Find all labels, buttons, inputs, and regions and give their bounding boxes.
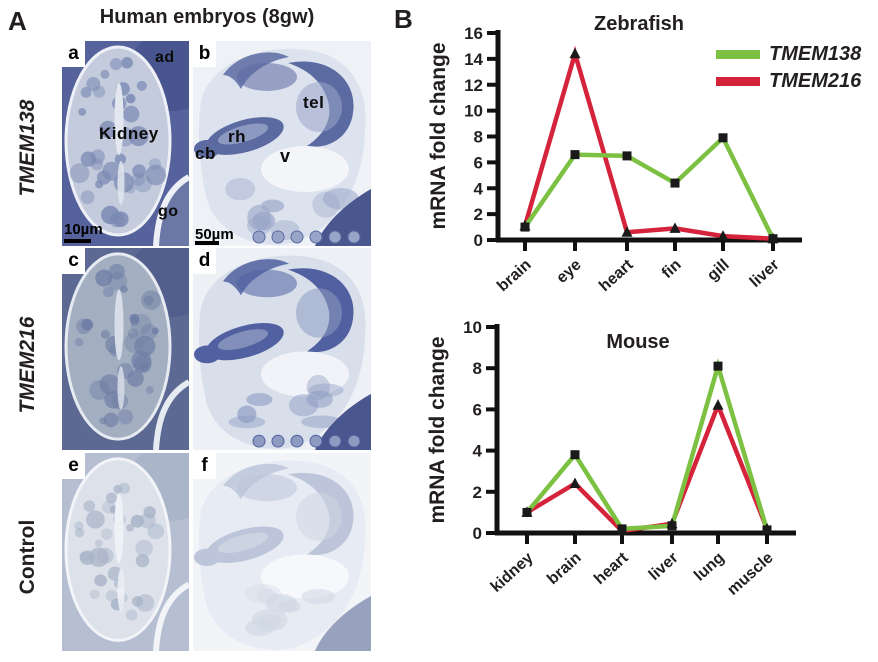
marker-triangle [616,524,628,536]
legend-item-tmem138: TMEM138 [716,41,861,68]
row-label-control: Control [16,519,39,595]
y-tick-label: 14 [464,50,483,69]
row-label-tmem138: TMEM138 [16,99,39,197]
legend-label-tmem216: TMEM216 [769,70,862,92]
annotation-rh: rh [228,127,246,146]
x-tick-label: heart [596,256,637,295]
head-section-image [193,453,371,651]
scale-bar [195,241,219,245]
micrograph-head-control: f [193,453,371,651]
marker-triangle [666,517,678,529]
kidney-section-image [62,453,189,651]
micrograph-letter: b [193,41,216,67]
head-section-image [193,248,371,450]
marker-triangle [717,230,729,241]
y-tick-label: 6 [473,400,482,419]
annotation-v: v [280,146,291,166]
marker-square [622,151,632,161]
micrograph-head-tmem138: b tel rh cb v 50µm [193,41,371,246]
micrograph-kidney-tmem216: c [62,248,189,450]
x-tick-label: kidney [488,549,537,596]
row-label-tmem216: TMEM216 [16,316,39,414]
marker-triangle [669,222,681,233]
micrograph-letter: c [62,248,85,274]
y-tick-label: 0 [473,524,482,543]
y-tick-label: 16 [464,24,483,43]
kidney-section-image [62,248,189,450]
scale-bar-label: 10µm [64,221,103,238]
micrograph-head-tmem216: d [193,248,371,450]
x-tick-label: muscle [724,549,776,599]
kidney-section-image [62,41,189,246]
marker-triangle [519,219,531,231]
legend-swatch-tmem138 [716,50,760,59]
chart-title: Mouse [606,331,669,353]
legend-item-tmem216: TMEM216 [716,68,861,95]
marker-square [713,361,723,371]
y-tick-label: 4 [473,442,483,461]
y-tick-label: 12 [464,76,483,95]
x-tick-label: liver [747,256,783,291]
annotation-ad: ad [155,49,175,66]
scale-bar-label: 50µm [195,226,234,243]
chart-title: Zebrafish [594,14,684,35]
x-tick-label: eye [553,256,584,287]
y-tick-label: 2 [474,205,483,224]
panel-b-label: B [394,4,413,34]
y-tick-label: 4 [474,179,484,198]
y-tick-label: 2 [473,483,482,502]
marker-square [718,133,728,143]
marker-triangle [712,399,724,410]
y-axis-label: mRNA fold change [427,42,450,229]
x-tick-label: fin [659,256,685,282]
marker-triangle [621,226,633,237]
y-tick-label: 0 [474,231,483,250]
y-axis-label: mRNA fold change [426,336,449,523]
micrograph-letter: d [193,248,216,274]
legend-label-tmem138: TMEM138 [769,43,862,65]
marker-triangle [767,232,779,244]
head-section-image [193,41,371,246]
marker-square [670,178,680,188]
micrograph-letter: f [193,453,216,479]
y-tick-label: 8 [473,359,482,378]
micrograph-letter: a [62,41,85,67]
marker-square [570,150,580,160]
annotation-kidney: Kidney [99,124,159,143]
x-tick-label: brain [544,549,584,588]
micrograph-letter: e [62,453,85,479]
y-tick-label: 8 [474,128,483,147]
series-line-TMEM138 [523,134,776,240]
marker-triangle [569,47,581,59]
legend-swatch-tmem216 [716,77,760,86]
annotation-go: go [158,203,179,220]
marker-square [570,450,580,460]
y-tick-label: 10 [463,318,482,337]
micrograph-kidney-tmem138: a ad Kidney go 10µm [62,41,189,246]
x-tick-label: liver [646,549,682,584]
x-tick-label: lung [691,549,727,584]
micrograph-kidney-control: e [62,453,189,651]
series-line-TMEM216 [522,45,774,241]
panel-a-label: A [8,6,27,36]
y-tick-label: 10 [464,102,483,121]
x-tick-label: gill [704,256,733,284]
panel-a-title: Human embryos (8gw) [99,6,315,28]
series-line-TMEM138 [525,358,770,532]
annotation-cb: cb [195,144,216,163]
zebrafish-chart: 0 2 4 6 8 10 12 14 16 brain eye heart fin gill liver Ze… [427,14,802,295]
x-tick-label: brain [494,256,534,295]
chart-legend: TMEM138 TMEM216 [716,41,861,95]
marker-triangle [569,477,581,489]
marker-triangle [761,522,773,534]
scale-bar [64,239,91,243]
annotation-tel: tel [303,93,325,112]
x-tick-label: heart [591,549,632,588]
marker-triangle [521,506,533,517]
y-tick-label: 6 [474,153,483,172]
